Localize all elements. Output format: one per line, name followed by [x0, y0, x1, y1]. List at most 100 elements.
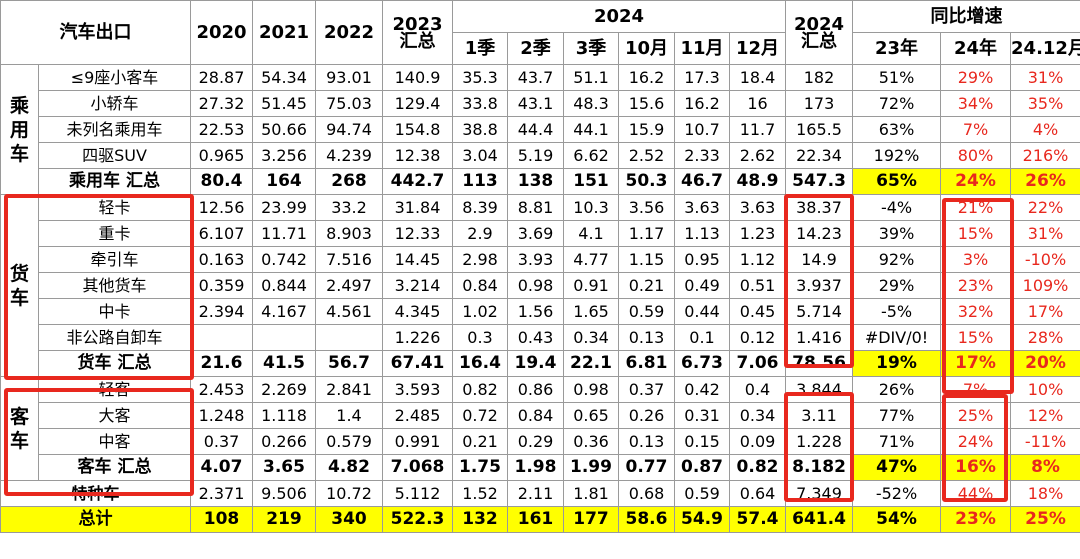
cell: 51.45 [252, 90, 316, 117]
cell: 0.45 [728, 298, 787, 325]
cell: 151 [563, 168, 619, 195]
row-label: 客车 汇总 [38, 454, 191, 481]
cell: 3.11 [785, 402, 854, 429]
cell: -4% [852, 194, 942, 221]
cell: 48.3 [563, 90, 619, 117]
cell: 1.98 [507, 454, 564, 481]
cell: 54.34 [252, 64, 316, 91]
cell: 6.73 [674, 350, 730, 377]
cell: 109% [1010, 272, 1080, 299]
cell: 63% [852, 116, 942, 143]
cell: 0.991 [382, 428, 453, 455]
table-row: 小轿车 27.32 51.45 75.03 129.4 33.8 43.1 48.3 15.6 1… [1, 90, 1080, 117]
cell: 1.65 [563, 298, 619, 325]
cell: 0.36 [563, 428, 619, 455]
cell: 0.72 [452, 402, 508, 429]
cell: 2.9 [452, 220, 508, 247]
cell: -5% [852, 298, 942, 325]
cell: 0.87 [674, 454, 730, 481]
cell: 1.02 [452, 298, 508, 325]
cell: 57.4 [728, 506, 787, 533]
cell: 54.9 [674, 506, 730, 533]
period-header: 3季 [563, 32, 619, 65]
cell: 0.844 [252, 272, 316, 299]
cell: 46.7 [674, 168, 730, 195]
cell: 23% [940, 272, 1012, 299]
cell: 8.903 [315, 220, 383, 247]
cell: 5.112 [382, 480, 453, 507]
cell: #DIV/0! [852, 324, 942, 351]
cell: 1.248 [190, 402, 253, 429]
table-row: 其他货车 0.359 0.844 2.497 3.214 0.84 0.98 0.91 0.21… [1, 272, 1080, 299]
cell: 3.256 [252, 142, 316, 169]
cell: 26% [852, 376, 942, 403]
cell: 7.068 [382, 454, 453, 481]
cell: 31% [1010, 220, 1080, 247]
cell: 43.1 [507, 90, 564, 117]
table-row: 非公路自卸车 1.226 0.3 0.43 0.34 0.13 0.1 0.12 1.416 #D… [1, 324, 1080, 351]
cell: 18% [1010, 480, 1080, 507]
cell: 3.63 [674, 194, 730, 221]
cell: 1.99 [563, 454, 619, 481]
cell: 15% [940, 220, 1012, 247]
cell: 3.63 [728, 194, 787, 221]
year-header: 2022 [315, 0, 383, 65]
cell: 19.4 [507, 350, 564, 377]
cell: 77% [852, 402, 942, 429]
cell: 0.37 [618, 376, 675, 403]
cell: 16 [728, 90, 787, 117]
cell: 51.1 [563, 64, 619, 91]
cell: 3.844 [785, 376, 854, 403]
cell: 14.9 [785, 246, 854, 273]
cell: 16.2 [674, 90, 730, 117]
cell: 2.453 [190, 376, 253, 403]
cell: 0.95 [674, 246, 730, 273]
cell: 0.34 [728, 402, 787, 429]
cell: 1.81 [563, 480, 619, 507]
cell: 47% [852, 454, 942, 481]
cell: 0.359 [190, 272, 253, 299]
cell: 8.81 [507, 194, 564, 221]
cell: 2.485 [382, 402, 453, 429]
cell: 2.269 [252, 376, 316, 403]
cell: 216% [1010, 142, 1080, 169]
cell: 0.82 [728, 454, 787, 481]
cell: 12.38 [382, 142, 453, 169]
cell [252, 324, 316, 351]
growth-col-header: 24年 [940, 32, 1012, 65]
row-label: 中客 [38, 428, 191, 455]
cell: 80.4 [190, 168, 253, 195]
cell: 4.82 [315, 454, 383, 481]
cell: 80% [940, 142, 1012, 169]
cell: 44.1 [563, 116, 619, 143]
cell: 16.4 [452, 350, 508, 377]
cell: 33.8 [452, 90, 508, 117]
cell: 23% [940, 506, 1012, 533]
growth-col-header: 24.12月 [1010, 32, 1080, 65]
header-text: 汇总 [399, 30, 436, 52]
table-row: 牵引车 0.163 0.742 7.516 14.45 2.98 3.93 4.77 1.15 0… [1, 246, 1080, 273]
cell: 10.3 [563, 194, 619, 221]
cell: 4.1 [563, 220, 619, 247]
cell: 34% [940, 90, 1012, 117]
table-row: 中客 0.37 0.266 0.579 0.991 0.21 0.29 0.36 0.13 0.1… [1, 428, 1080, 455]
cell: 11.7 [728, 116, 787, 143]
growth-col-header: 23年 [852, 32, 942, 65]
period-header: 2季 [507, 32, 564, 65]
cell: 7.349 [785, 480, 854, 507]
table-row: 四驱SUV 0.965 3.256 4.239 12.38 3.04 5.19 6.62 2.5… [1, 142, 1080, 169]
row-label: 牵引车 [38, 246, 191, 273]
period-header: 12月 [728, 32, 787, 65]
cell: 3.214 [382, 272, 453, 299]
cell: 2.841 [315, 376, 383, 403]
cell: 3.65 [252, 454, 316, 481]
period-header: 1季 [452, 32, 508, 65]
header-text: 汇总 [801, 30, 838, 52]
header-text: 2024 [793, 13, 845, 35]
cell: 0.26 [618, 402, 675, 429]
cell: 92% [852, 246, 942, 273]
cell: 7% [940, 376, 1012, 403]
year-header: 2020 [190, 0, 253, 65]
grand-total-row: 总计 108 219 340 522.3 132 161 177 58.6 54.9 57.4 641… [0, 506, 1080, 533]
